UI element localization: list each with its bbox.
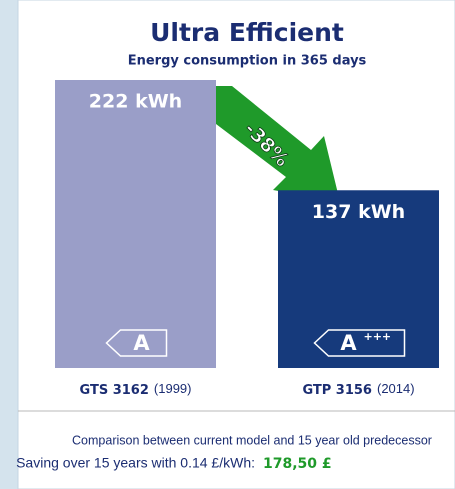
footer-amount: 178,50 £ bbox=[263, 456, 332, 472]
energy-label-box bbox=[313, 329, 406, 357]
footer-saving: Saving over 15 years with 0.14 £/kWh: bbox=[16, 455, 255, 471]
footer-note: Comparison between current model and 15 … bbox=[72, 433, 432, 447]
energy-label: A bbox=[133, 331, 150, 355]
arrow bbox=[216, 86, 340, 202]
arrow-shape bbox=[216, 86, 340, 202]
energy-label-plus: +++ bbox=[364, 330, 392, 343]
chart-title: Ultra Efficient bbox=[150, 18, 344, 47]
bar bbox=[55, 80, 216, 368]
chart-subtitle: Energy consumption in 365 days bbox=[128, 54, 367, 69]
category-name: GTP 3156 bbox=[302, 383, 372, 398]
x-tick-label: GTP 3156 (2014) bbox=[302, 381, 414, 397]
energy-label-box bbox=[105, 329, 168, 357]
bar bbox=[278, 190, 439, 368]
value-label: 137 kWh bbox=[312, 201, 405, 223]
category-name: GTS 3162 bbox=[80, 383, 149, 398]
energy-label: A bbox=[340, 331, 357, 355]
value-label: 222 kWh bbox=[89, 91, 182, 113]
x-tick-label: GTS 3162 (1999) bbox=[80, 381, 192, 397]
category-year: (1999) bbox=[154, 381, 192, 396]
category-year: (2014) bbox=[377, 381, 415, 396]
